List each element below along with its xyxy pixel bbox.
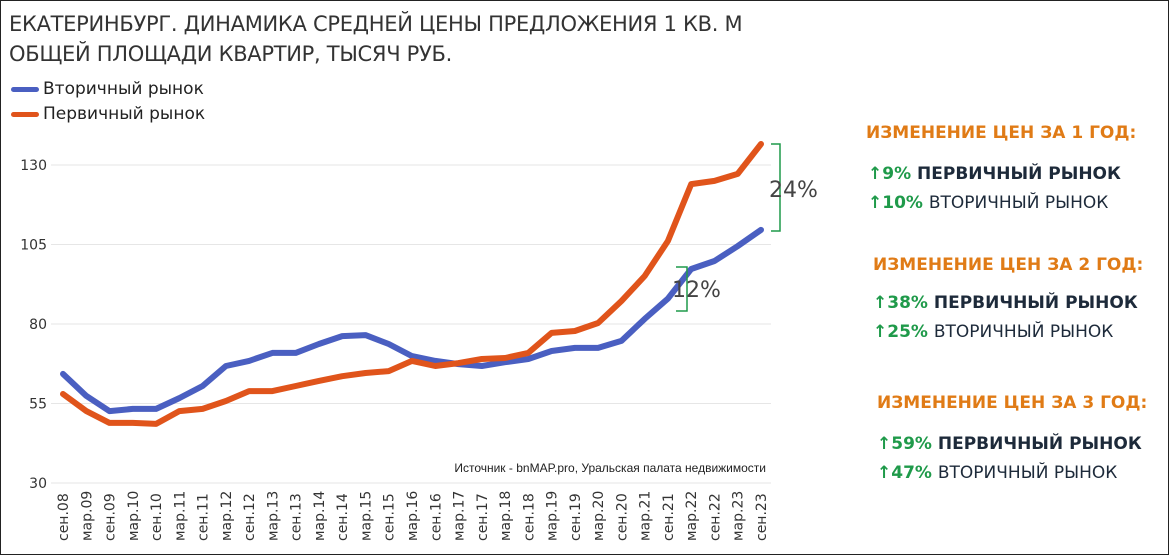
x-tick-label: сен.09 — [103, 493, 119, 541]
change-heading: ИЗМЕНЕНИЕ ЦЕН ЗА 1 ГОД: — [866, 123, 1137, 143]
x-tick-label: сен.23 — [754, 493, 770, 541]
legend-label: Первичный рынок — [43, 104, 206, 124]
y-tick-label: 80 — [29, 317, 47, 333]
change-row: ↑25% ВТОРИЧНЫЙ РЫНОК — [873, 322, 1113, 342]
legend-item-secondary: Вторичный рынок — [11, 79, 204, 99]
chart-title: ЕКАТЕРИНБУРГ. ДИНАМИКА СРЕДНЕЙ ЦЕНЫ ПРЕД… — [9, 9, 743, 69]
legend-item-primary: Первичный рынок — [11, 104, 205, 124]
x-tick-label: мар.13 — [265, 491, 281, 541]
x-tick-label: сен.19 — [568, 493, 584, 541]
x-tick-label: мар.18 — [498, 491, 514, 541]
change-heading: ИЗМЕНЕНИЕ ЦЕН ЗА 2 ГОД: — [873, 255, 1144, 275]
bracket-24 — [771, 143, 781, 232]
x-tick-label: сен.08 — [56, 493, 72, 541]
change-percent: ↑47% — [877, 463, 938, 483]
annotation-12: 12% — [672, 278, 721, 303]
x-tick-label: мар.12 — [219, 491, 235, 541]
change-row: ↑38% ПЕРВИЧНЫЙ РЫНОК — [873, 293, 1138, 313]
market-label: ВТОРИЧНЫЙ РЫНОК — [933, 322, 1114, 342]
x-tick-label: сен.13 — [289, 493, 305, 541]
x-tick-label: мар.20 — [591, 491, 607, 541]
annotation-24: 24% — [769, 178, 818, 203]
x-tick-label: сен.22 — [707, 493, 723, 541]
change-row: ↑10% ВТОРИЧНЫЙ РЫНОК — [868, 193, 1108, 213]
x-tick-label: мар.11 — [172, 491, 188, 541]
x-tick-label: сен.10 — [149, 493, 165, 541]
x-tick-label: сен.17 — [475, 493, 491, 541]
market-label: ВТОРИЧНЫЙ РЫНОК — [928, 193, 1109, 213]
y-tick-label: 30 — [29, 476, 47, 492]
x-tick-label: сен.11 — [196, 493, 212, 541]
x-tick-label: мар.23 — [731, 491, 747, 541]
x-tick-label: мар.22 — [684, 491, 700, 541]
x-tick-label: сен.21 — [661, 493, 677, 541]
x-tick-label: сен.18 — [521, 493, 537, 541]
title-line-1: ЕКАТЕРИНБУРГ. ДИНАМИКА СРЕДНЕЙ ЦЕНЫ ПРЕД… — [9, 12, 743, 36]
x-tick-label: мар.21 — [638, 491, 654, 541]
market-label: ВТОРИЧНЫЙ РЫНОК — [937, 463, 1118, 483]
y-tick-label: 105 — [20, 238, 47, 254]
x-tick-label: мар.09 — [79, 491, 95, 541]
change-row: ↑9% ПЕРВИЧНЫЙ РЫНОК — [868, 164, 1121, 184]
change-percent: ↑25% — [873, 322, 934, 342]
y-tick-label: 55 — [29, 397, 47, 413]
change-percent: ↑38% — [873, 293, 934, 313]
x-tick-label: мар.15 — [358, 491, 374, 541]
source-note: Источник - bnMAP.pro, Уральская палата н… — [454, 461, 766, 475]
change-percent: ↑9% — [868, 164, 918, 184]
x-tick-label: сен.16 — [428, 493, 444, 541]
change-percent: ↑59% — [877, 434, 938, 454]
x-tick-label: сен.20 — [614, 493, 630, 541]
x-tick-label: мар.17 — [452, 491, 468, 541]
series-line-primary — [60, 141, 764, 427]
title-line-2: ОБЩЕЙ ПЛОЩАДИ КВАРТИР, ТЫСЯЧ РУБ. — [9, 42, 453, 66]
change-percent: ↑10% — [868, 193, 929, 213]
x-tick-label: мар.14 — [312, 491, 328, 541]
market-label: ПЕРВИЧНЫЙ РЫНОК — [937, 434, 1142, 454]
change-row: ↑59% ПЕРВИЧНЫЙ РЫНОК — [877, 434, 1142, 454]
x-tick-label: сен.15 — [382, 493, 398, 541]
x-tick-label: мар.10 — [126, 491, 142, 541]
bracket-12 — [676, 266, 688, 312]
series-line-secondary — [60, 226, 764, 415]
market-label: ПЕРВИЧНЫЙ РЫНОК — [933, 293, 1138, 313]
legend-swatch-primary — [11, 111, 39, 117]
x-tick-label: сен.14 — [335, 493, 351, 541]
x-tick-label: сен.12 — [242, 493, 258, 541]
change-heading: ИЗМЕНЕНИЕ ЦЕН ЗА 3 ГОД: — [877, 393, 1148, 413]
x-tick-label: мар.16 — [405, 491, 421, 541]
market-label: ПЕРВИЧНЫЙ РЫНОК — [917, 164, 1121, 184]
legend-label: Вторичный рынок — [43, 79, 204, 99]
change-row: ↑47% ВТОРИЧНЫЙ РЫНОК — [877, 463, 1117, 483]
y-tick-label: 130 — [20, 158, 47, 174]
legend-swatch-secondary — [11, 86, 39, 92]
x-tick-label: мар.19 — [545, 491, 561, 541]
